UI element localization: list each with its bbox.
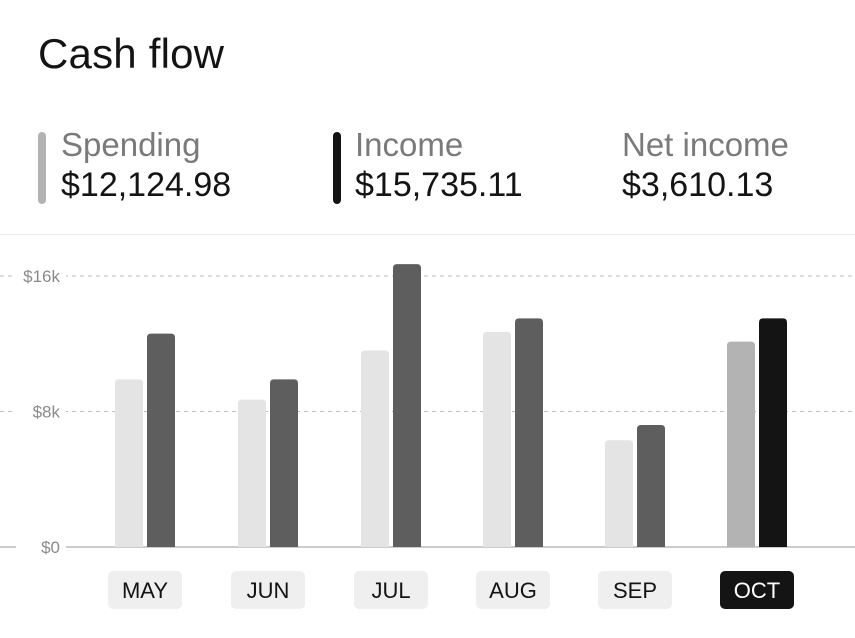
spending-swatch xyxy=(38,132,46,204)
net-income-value: $3,610.13 xyxy=(622,166,774,204)
spending-bar-sep[interactable] xyxy=(605,440,633,547)
spending-label: Spending xyxy=(61,126,201,163)
month-pill-jul[interactable] xyxy=(354,571,428,609)
month-pill-oct[interactable] xyxy=(720,571,794,609)
net-income-label: Net income xyxy=(622,126,789,163)
y-tick-label: $16k xyxy=(23,267,60,286)
month-label-aug[interactable]: AUG xyxy=(489,578,537,603)
spending-bar-aug[interactable] xyxy=(483,331,511,547)
month-label-oct[interactable]: OCT xyxy=(734,578,780,603)
income-bar-oct[interactable] xyxy=(759,318,787,547)
tick-label-backing xyxy=(16,401,66,422)
divider xyxy=(0,234,855,235)
spending-bar-may[interactable] xyxy=(115,379,143,547)
income-swatch xyxy=(333,132,341,204)
month-pill-jun[interactable] xyxy=(231,571,305,609)
summary-row: Spending $12,124.98 Income $15,735.11 Ne… xyxy=(0,126,855,210)
income-label: Income xyxy=(355,126,464,163)
bar-layer xyxy=(115,264,787,547)
spending-bar-jul[interactable] xyxy=(361,350,389,547)
spending-bar-jun[interactable] xyxy=(238,399,266,547)
month-label-sep[interactable]: SEP xyxy=(613,578,657,603)
month-label-jul[interactable]: JUL xyxy=(371,578,410,603)
tick-label-backing xyxy=(16,266,66,286)
page-title: Cash flow xyxy=(38,30,225,77)
income-value: $15,735.11 xyxy=(355,166,523,204)
month-label-may[interactable]: MAY xyxy=(122,578,168,603)
income-bar-may[interactable] xyxy=(147,333,175,547)
month-pill-aug[interactable] xyxy=(476,571,550,609)
month-pill-sep[interactable] xyxy=(598,571,672,609)
month-label-jun[interactable]: JUN xyxy=(247,578,290,603)
month-pill-may[interactable] xyxy=(108,571,182,609)
month-layer: MAY JUN JUL AUG SEP OCT xyxy=(108,571,794,609)
tick-label-backing xyxy=(16,537,66,557)
y-tick-label: $8k xyxy=(33,403,61,422)
grid-layer: $0 $8k $16k xyxy=(0,266,855,557)
y-tick-label: $0 xyxy=(41,538,60,557)
income-bar-jun[interactable] xyxy=(270,379,298,547)
spending-bar-oct[interactable] xyxy=(727,341,755,547)
income-bar-aug[interactable] xyxy=(515,318,543,547)
income-bar-sep[interactable] xyxy=(637,425,665,547)
income-bar-jul[interactable] xyxy=(393,264,421,547)
spending-value: $12,124.98 xyxy=(61,166,232,204)
